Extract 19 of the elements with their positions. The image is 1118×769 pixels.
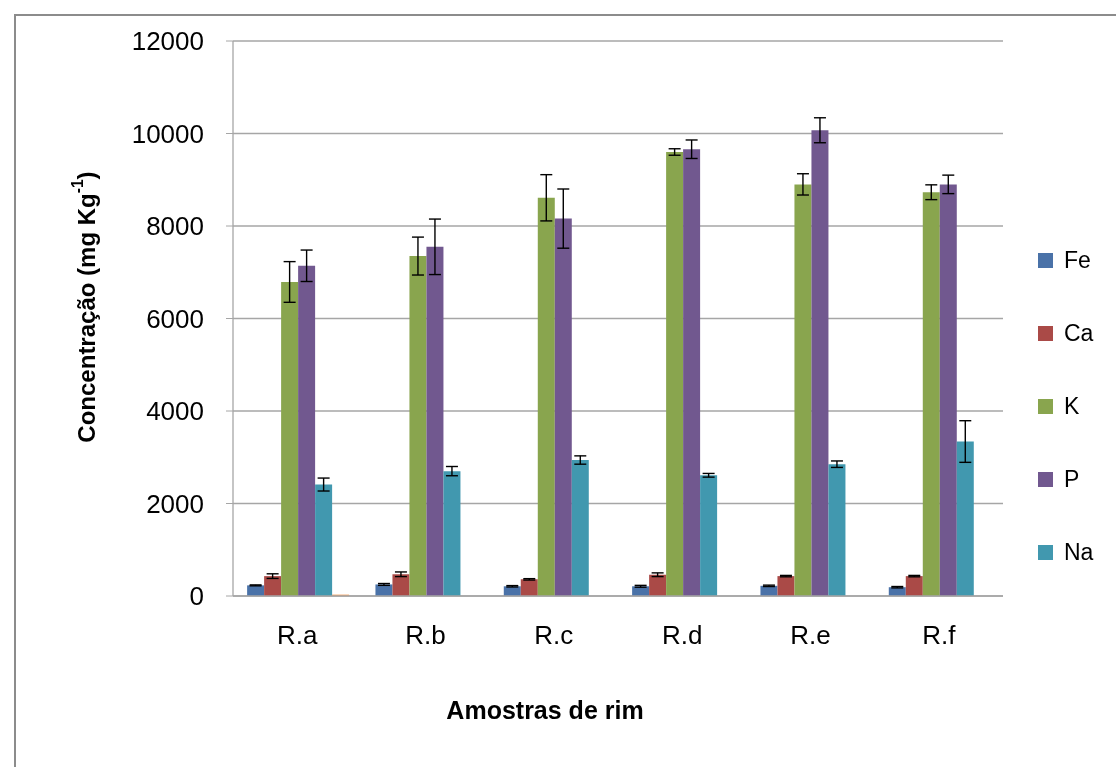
x-tick-label: R.a	[276, 620, 318, 651]
y-tick-label: 12000	[131, 26, 204, 57]
y-tick-label: 10000	[131, 118, 204, 149]
x-tick-label: R.f	[922, 620, 957, 651]
x-axis-title: Amostras de rim	[446, 696, 644, 724]
legend-label: Na	[1064, 539, 1094, 566]
legend-label: P	[1064, 466, 1080, 493]
y-tick-label: 8000	[146, 211, 204, 242]
legend-label: Ca	[1064, 320, 1094, 347]
y-tick-label: 0	[189, 581, 204, 612]
x-tick-label: R.c	[534, 620, 574, 651]
legend-label: Fe	[1064, 247, 1091, 274]
legend-label: K	[1064, 393, 1080, 420]
y-tick-label: 6000	[146, 303, 204, 334]
y-tick-label: 2000	[146, 488, 204, 519]
x-tick-label: R.b	[405, 620, 446, 651]
x-tick-label: R.e	[790, 620, 831, 651]
x-tick-label: R.d	[661, 620, 703, 651]
y-tick-label: 4000	[146, 396, 204, 427]
